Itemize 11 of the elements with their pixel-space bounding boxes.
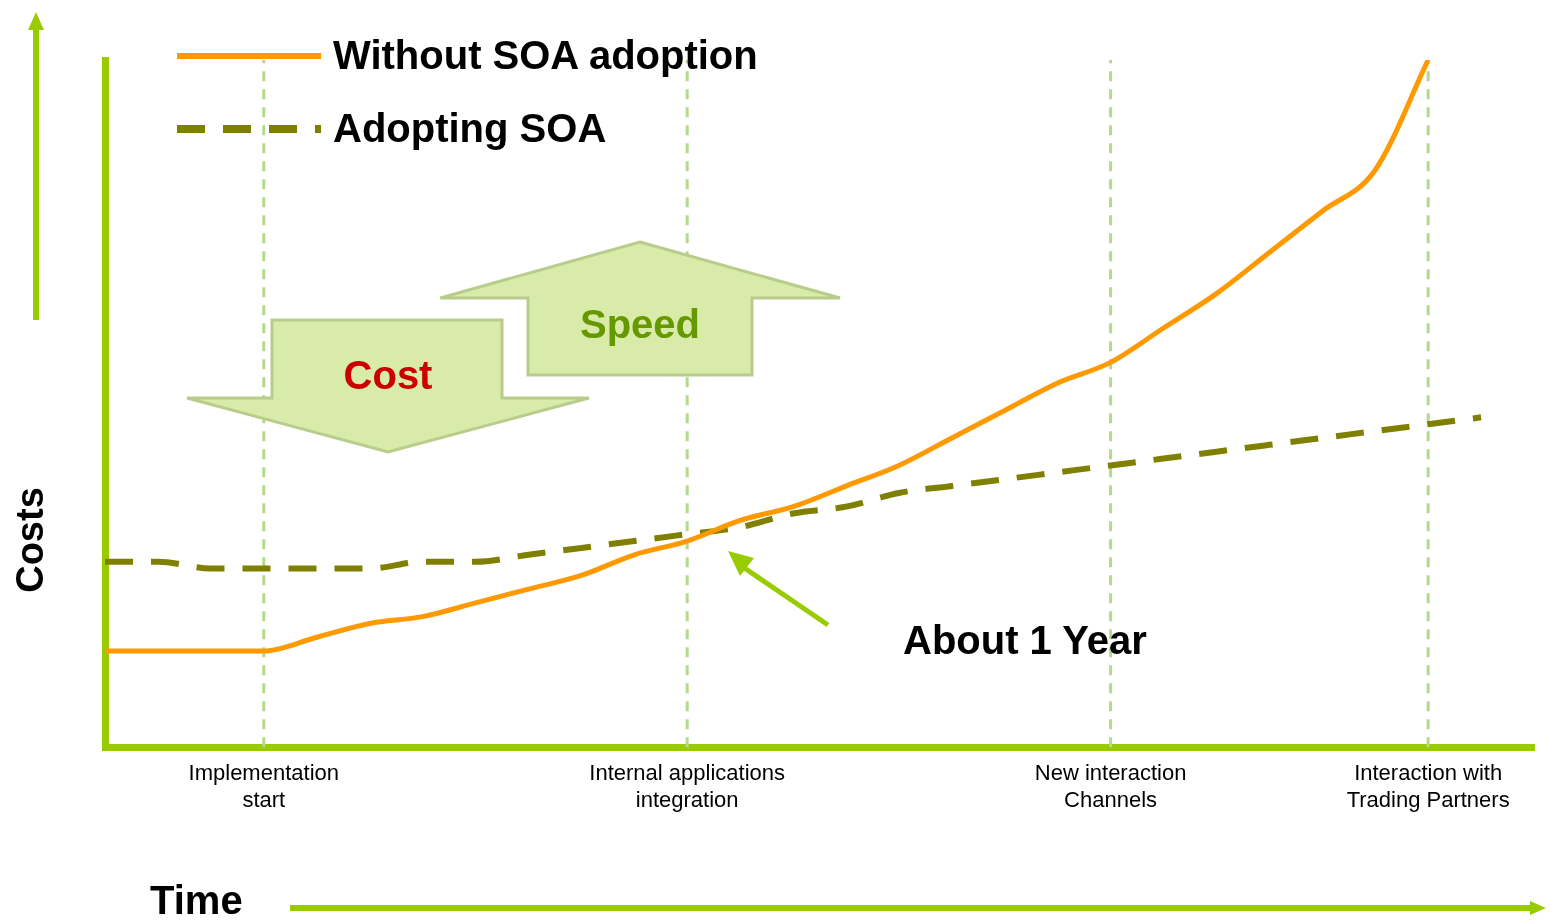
legend-label: Without SOA adoption (333, 33, 758, 78)
x-tick-label: Implementation start (188, 760, 339, 812)
annotation: Cost (343, 352, 433, 398)
x-tick-label: Internal applications integration (589, 760, 786, 812)
annotation: About 1 Year (903, 617, 1147, 663)
x-tick-label: New interaction Channels (1034, 760, 1187, 812)
legend-label: Adopting SOA (333, 106, 607, 151)
y-axis-title: Costs (8, 487, 52, 593)
annotation: Speed (579, 301, 701, 347)
x-tick-label: Interaction with Trading Partners (1346, 760, 1510, 812)
x-axis-title: Time (150, 878, 243, 921)
